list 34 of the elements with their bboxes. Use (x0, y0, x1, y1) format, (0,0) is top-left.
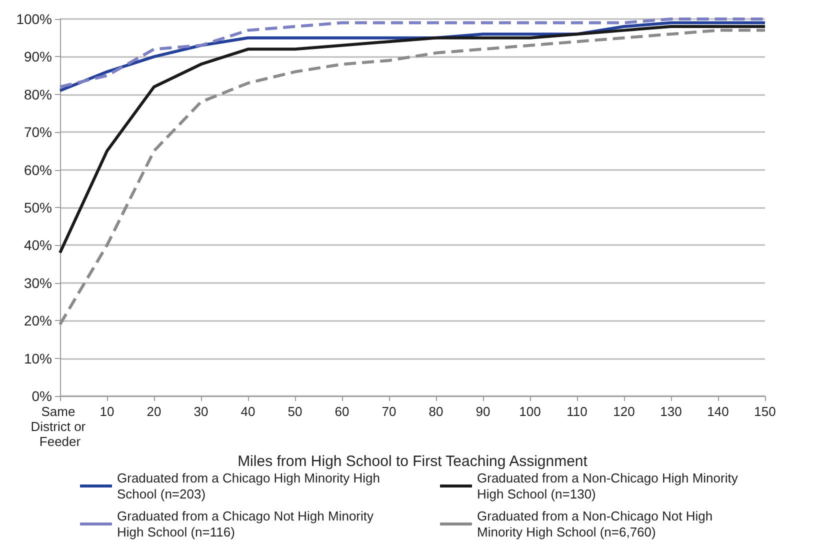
x-tick-label: 130 (660, 404, 682, 419)
legend-label: Graduated from a Chicago High Minority High School (n=203) (117, 470, 384, 502)
x-tick-label: 120 (613, 404, 635, 419)
x-tick-label: 150 (754, 404, 776, 419)
x-tick-label: 100 (519, 404, 541, 419)
y-tick-label: 10% (24, 350, 52, 366)
y-tick-label: 60% (24, 162, 52, 178)
y-tick-label: 20% (24, 312, 52, 329)
line-series (58, 28, 766, 326)
y-tick-label: 100% (16, 11, 52, 27)
x-tick-label: 40 (240, 404, 256, 419)
y-tick-label: 50% (24, 200, 52, 216)
x-tick-label: Same District or Feeder (30, 404, 90, 449)
y-tick-label: 0% (32, 388, 52, 404)
x-tick-label: 140 (707, 404, 729, 419)
y-tick-label: 90% (24, 48, 52, 65)
legend-label: Graduated from a Chicago Not High Minority High School (n=116) (117, 508, 378, 540)
x-tick-label: 20 (146, 404, 162, 419)
x-tick-label: 50 (288, 404, 302, 419)
x-axis-title: Miles from High School to First Teaching Assignment (238, 452, 588, 470)
y-tick-label: 30% (24, 274, 52, 291)
line-series (58, 25, 766, 254)
x-tick-label: 80 (428, 404, 444, 419)
legend-label: Graduated from a Non-Chicago Not High Minority High School (n=6,760) (477, 508, 716, 540)
y-tick-label: 40% (24, 237, 52, 254)
y-tick-label: 80% (24, 86, 52, 102)
x-tick-label: 60 (334, 404, 350, 419)
x-tick-label: 90 (476, 404, 490, 419)
x-tick-label: 30 (194, 404, 208, 419)
y-tick-label: 70% (24, 124, 52, 140)
legend-label: Graduated from a Non-Chicago High Minority High School (n=130) (477, 470, 742, 502)
x-tick-label: 110 (566, 404, 588, 419)
x-tick-label: 10 (100, 404, 114, 419)
x-tick-label: 70 (382, 404, 396, 419)
